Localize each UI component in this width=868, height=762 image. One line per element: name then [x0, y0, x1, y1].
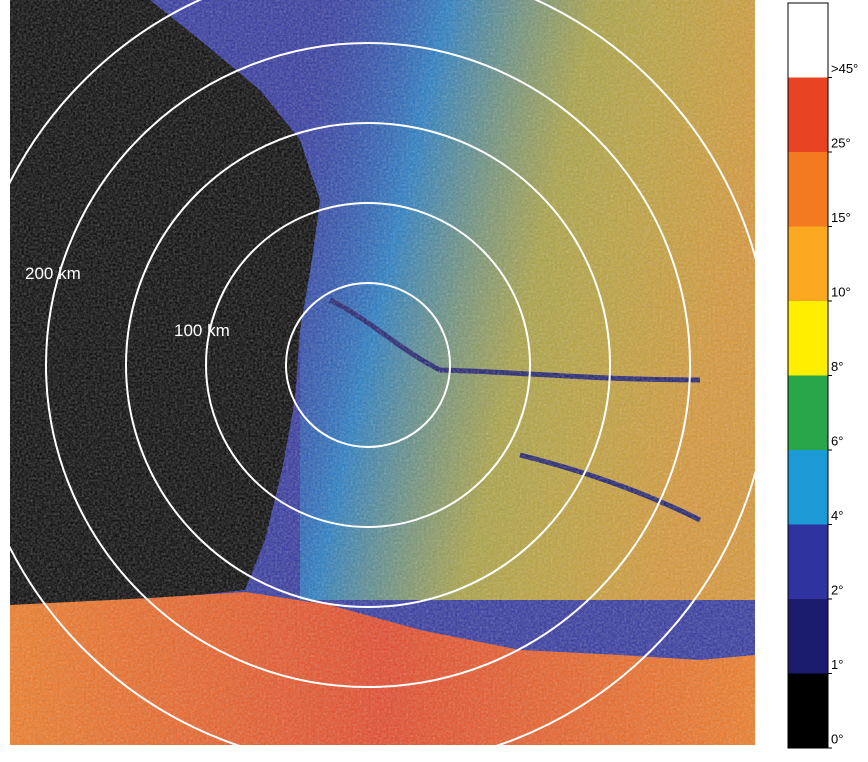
- range-label: 100 km: [174, 321, 230, 340]
- colorbar-label: 25°: [831, 135, 851, 150]
- colorbar-label: >45°: [831, 61, 858, 76]
- colorbar-label: 0°: [831, 731, 843, 746]
- colorbar: 0° 1° 2° 4° 6° 8° 10° 15° 25° >45°: [788, 3, 858, 748]
- colorbar-label: 2°: [831, 582, 843, 597]
- texture: [10, 0, 755, 745]
- colorbar-label: 8°: [831, 359, 843, 374]
- colorbar-label: 15°: [831, 210, 851, 225]
- colorbar-segment: [788, 227, 828, 302]
- colorbar-segment: [788, 78, 828, 153]
- colorbar-segment: [788, 450, 828, 525]
- colorbar-label: 10°: [831, 284, 851, 299]
- colorbar-segment: [788, 525, 828, 600]
- colorbar-label: 4°: [831, 508, 843, 523]
- colorbar-label: 1°: [831, 657, 843, 672]
- map: 200 km 100 km: [0, 0, 770, 762]
- colorbar-segment: [788, 3, 828, 78]
- colorbar-segment: [788, 599, 828, 674]
- colorbar-segment: [788, 376, 828, 451]
- colorbar-label: 6°: [831, 433, 843, 448]
- colorbar-segment: [788, 674, 828, 749]
- page: 200 km 100 km 0° 1° 2° 4° 6° 8° 10° 15° 25° >45°: [0, 0, 868, 762]
- colorbar-segment: [788, 301, 828, 376]
- colorbar-segment: [788, 152, 828, 227]
- range-label: 200 km: [25, 264, 81, 283]
